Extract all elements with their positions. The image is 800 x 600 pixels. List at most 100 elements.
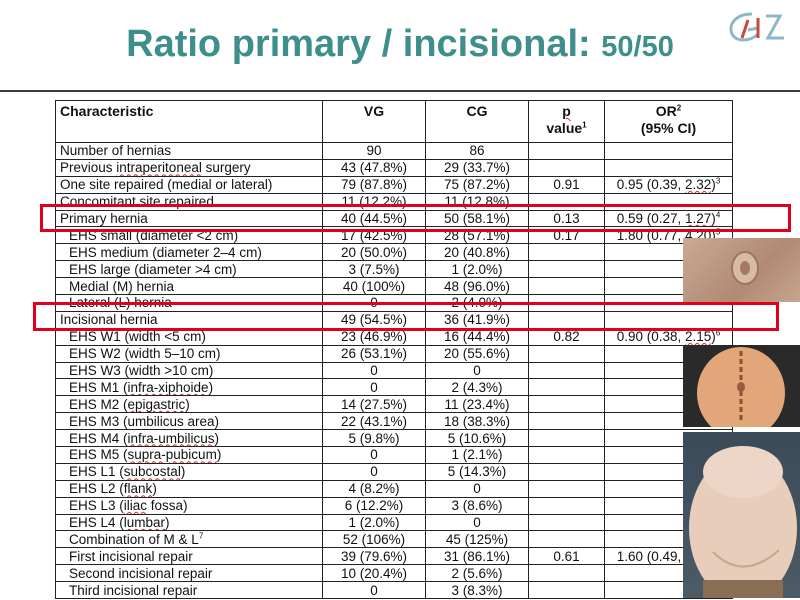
highlight-incisional-hernia (33, 302, 779, 331)
cell-characteristic-text: First incisional repair (69, 548, 193, 564)
cell-vg-text: 0 (370, 582, 378, 598)
table-row: EHS medium (diameter 2–4 cm) 20 (50.0%) 20… (55, 243, 733, 262)
table-row: First incisional repair 39 (79.6%) 31 (86.… (55, 547, 733, 566)
header-odds-ratio: OR2 (95% CI) (604, 100, 733, 143)
header-characteristic: Characteristic (55, 100, 323, 143)
cell-cg: 0 (425, 361, 529, 380)
table-row: EHS M4 (infra-umbilicus) 5 (9.8%) 5 (10.6%… (55, 429, 733, 448)
header-p-line2: value (546, 120, 583, 136)
cell-characteristic: EHS L2 (flank) (55, 479, 323, 498)
cell-vg: 26 (53.1%) (322, 344, 426, 363)
cell-characteristic: EHS L3 (iliac fossa) (55, 496, 323, 515)
cell-characteristic: Primary hernia (55, 209, 323, 228)
table-row: EHS L3 (iliac fossa) 6 (12.2%) 3 (8.6%) (55, 496, 733, 515)
cell-cg-text: 16 (44.4%) (443, 329, 511, 345)
cell-vg-text: 0 (370, 447, 378, 463)
cell-cg-text: 0 (473, 363, 481, 379)
cell-characteristic-text: One site repaired (medial or lateral) (60, 177, 273, 193)
cell-vg: 0 (322, 378, 426, 397)
table-header-row: Characteristic VG CG p value1 OR2 (95% C… (55, 100, 733, 143)
cell-p-value (528, 378, 605, 397)
or-footnote: 6 (715, 328, 721, 338)
cell-vg-text: 49 (54.5%) (340, 312, 408, 328)
cell-characteristic: EHS W3 (width >10 cm) (55, 361, 323, 380)
cell-cg: 3 (8.6%) (425, 496, 529, 515)
cell-characteristic: EHS M3 (umbilicus area) (55, 412, 323, 431)
cell-vg-text: 1 (2.0%) (348, 515, 400, 531)
cell-characteristic-text: Third incisional repair (69, 582, 198, 598)
table-row: EHS W3 (width >10 cm) 0 0 (55, 361, 733, 380)
table-body: Number of hernias 90 86 Previous intraperit… (55, 142, 733, 600)
cell-vg: 52 (106%) (322, 530, 426, 549)
cell-cg-text: 31 (86.1%) (443, 548, 511, 564)
cell-p-value-text: 0.61 (553, 548, 580, 564)
cell-cg: 0 (425, 479, 529, 498)
cell-characteristic-text: Combination of M & L (69, 531, 199, 547)
cell-characteristic-text: EHS L1 (subcostal) (69, 464, 186, 480)
cell-characteristic-text: EHS W1 (width <5 cm) (69, 329, 206, 345)
cell-cg: 48 (96.0%) (425, 277, 529, 296)
cell-p-value (528, 361, 605, 380)
cell-vg: 0 (322, 462, 426, 481)
table-row: EHS L2 (flank) 4 (8.2%) 0 (55, 479, 733, 498)
cell-vg-text: 0 (370, 363, 378, 379)
cell-characteristic: EHS L1 (subcostal) (55, 462, 323, 481)
cell-vg: 90 (322, 142, 426, 160)
table-row: Previous intraperitoneal surgery 43 (47.8… (55, 158, 733, 177)
cell-characteristic-text: Primary hernia (60, 211, 148, 226)
cell-vg-text: 23 (46.9%) (340, 329, 408, 345)
title-main: Ratio primary / incisional: (126, 23, 602, 65)
cell-cg-text: 1 (2.1%) (451, 447, 503, 463)
cell-cg: 36 (41.9%) (425, 310, 529, 329)
cell-cg-text: 3 (8.3%) (451, 582, 503, 598)
cell-cg-text: 5 (10.6%) (447, 430, 507, 446)
cell-cg-text: 0 (473, 515, 481, 531)
table-row: EHS M5 (supra-pubicum) 0 1 (2.1%) (55, 446, 733, 464)
highlight-primary-hernia (40, 204, 791, 232)
cell-p-value (528, 479, 605, 498)
cell-cg: 75 (87.2%) (425, 175, 529, 194)
cell-p-value: 0.61 (528, 547, 605, 566)
cell-p-value (528, 260, 605, 279)
cell-characteristic: Previous intraperitoneal surgery (55, 158, 323, 177)
cell-cg: 2 (4.3%) (425, 378, 529, 397)
cell-vg-text: 14 (27.5%) (340, 396, 408, 412)
cell-characteristic: EHS M5 (supra-pubicum) (55, 446, 323, 464)
cell-cg: 86 (425, 142, 529, 160)
cell-p-value: 0.91 (528, 175, 605, 194)
cell-cg-text: 20 (55.6%) (443, 346, 511, 362)
cell-cg: 29 (33.7%) (425, 158, 529, 177)
cell-characteristic-text: EHS W2 (width 5–10 cm) (69, 346, 221, 362)
title-divider (0, 90, 800, 92)
cell-characteristic-text: EHS M4 (infra-umbilicus) (69, 430, 220, 446)
cell-cg-text: 0 (473, 481, 481, 497)
or-footnote: 4 (715, 210, 721, 220)
cell-vg-text: 4 (8.2%) (348, 481, 400, 497)
cell-cg-text: 18 (38.3%) (443, 413, 511, 429)
cell-cg: 1 (2.1%) (425, 446, 529, 464)
cell-vg: 4 (8.2%) (322, 479, 426, 498)
cell-cg-text: 2 (4.3%) (451, 379, 503, 395)
cell-characteristic-text: Medial (M) hernia (69, 278, 175, 294)
cell-cg: 18 (38.3%) (425, 412, 529, 431)
header-p-sup: 1 (582, 120, 587, 130)
header-cg: CG (425, 100, 529, 143)
cell-p-value-text: 0.82 (553, 329, 580, 345)
cell-characteristic-text: Previous intraperitoneal surgery (60, 160, 251, 176)
cell-p-value (528, 277, 605, 296)
table-row: EHS M2 (epigastric) 14 (27.5%) 11 (23.4%) (55, 395, 733, 414)
cell-vg: 14 (27.5%) (322, 395, 426, 414)
cell-vg-text: 6 (12.2%) (344, 498, 404, 514)
cell-cg: 31 (86.1%) (425, 547, 529, 566)
cell-vg: 10 (20.4%) (322, 564, 426, 583)
header-vg: VG (322, 100, 426, 143)
cell-cg: 5 (10.6%) (425, 429, 529, 448)
table-row: EHS M3 (umbilicus area) 22 (43.1%) 18 (38.… (55, 412, 733, 431)
cell-vg: 0 (322, 446, 426, 464)
table-row: Number of hernias 90 86 (55, 142, 733, 160)
cell-characteristic-text: Number of hernias (60, 143, 172, 159)
header-p-value: p value1 (528, 100, 605, 143)
cell-p-value (528, 564, 605, 583)
cell-vg: 79 (87.8%) (322, 175, 426, 194)
page-title: Ratio primary / incisional: 50/50 (0, 22, 800, 69)
